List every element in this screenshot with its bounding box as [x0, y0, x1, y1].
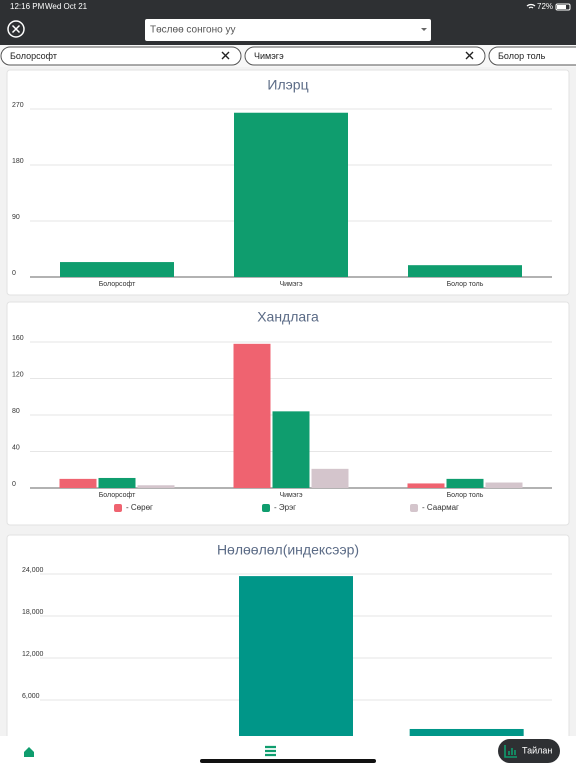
chip-remove[interactable] — [221, 51, 230, 60]
chart-title: Илэрц — [267, 77, 308, 93]
chip-label: Болор толь — [498, 51, 546, 61]
project-select[interactable]: Төслөө сонгоно уу — [145, 19, 431, 41]
chip-label: Болорсофт — [10, 51, 57, 61]
bar — [311, 468, 349, 488]
x-tick-label: Чимэгэ — [279, 281, 303, 288]
x-tick-label: Болорсофт — [99, 492, 136, 499]
y-tick-label: 18,000 — [22, 609, 44, 616]
battery-icon — [555, 3, 571, 11]
x-tick-label: Болор толь — [447, 492, 484, 499]
bar — [407, 483, 445, 488]
y-tick-label: 6,000 — [22, 693, 40, 700]
legend-label: - Саармаг — [422, 503, 459, 512]
home-icon[interactable] — [24, 747, 34, 757]
chip-bg — [244, 46, 486, 66]
bar — [234, 112, 348, 277]
y-tick-label: 180 — [12, 158, 24, 165]
report-button[interactable]: Тайлан — [498, 739, 560, 763]
bar — [233, 343, 271, 488]
chart-card: Нөлөөлөл(индексээр) 6,000 12,000 18,000 24,0… — [6, 534, 570, 768]
bar — [59, 478, 97, 488]
wifi-icon — [526, 3, 536, 9]
report-icon — [504, 745, 517, 758]
chart-title: Хандлага — [257, 309, 319, 325]
close-circle — [7, 20, 25, 38]
legend-swatch — [410, 504, 418, 512]
status-battery: 72% — [537, 2, 553, 11]
bar — [98, 477, 136, 488]
bar — [239, 576, 353, 742]
y-tick-label: 0 — [12, 270, 16, 277]
x-tick-label: Болорсофт — [99, 281, 136, 288]
bar — [446, 478, 484, 488]
y-tick-label: 270 — [12, 102, 24, 109]
y-tick-label: 0 — [12, 481, 16, 488]
legend-swatch — [262, 504, 270, 512]
chip-bg — [0, 46, 242, 66]
legend-swatch — [114, 504, 122, 512]
report-label: Тайлан — [522, 745, 552, 755]
y-tick-label: 160 — [12, 335, 24, 342]
select-arrow — [421, 28, 427, 31]
bottom-nav — [0, 736, 576, 768]
y-tick-label: 24,000 — [22, 567, 44, 574]
bar — [60, 262, 174, 277]
y-tick-label: 80 — [12, 408, 20, 415]
battery-level — [557, 5, 566, 9]
bar — [485, 482, 523, 488]
bar — [137, 485, 175, 488]
legend-label: - Сөрөг — [126, 503, 153, 512]
y-tick-label: 90 — [12, 214, 20, 221]
select-box — [145, 19, 431, 41]
status-time: 12:16 PM — [10, 2, 45, 11]
x-tick-label: Чимэгэ — [279, 492, 303, 499]
close-x — [11, 24, 21, 34]
x-tick-label: Болор толь — [447, 281, 484, 288]
home-indicator — [200, 759, 376, 763]
status-date: Wed Oct 21 — [45, 2, 88, 11]
y-tick-label: 40 — [12, 444, 20, 451]
chart-card: Илэрц 0 90 180 270 Болорсофт Чимэгэ Болор толь — [6, 69, 570, 296]
filter-chip[interactable]: Чимэгэ — [244, 46, 486, 66]
list-lines — [265, 745, 276, 757]
chip-remove[interactable] — [465, 51, 474, 60]
filter-chip[interactable]: Болорсофт — [0, 46, 242, 66]
chart-title: Нөлөөлөл(индексээр) — [217, 542, 359, 558]
list-icon[interactable] — [265, 745, 276, 757]
close-button[interactable] — [7, 20, 25, 38]
chip-label: Чимэгэ — [254, 51, 284, 61]
bar — [272, 411, 310, 488]
select-placeholder: Төслөө сонгоно уу — [150, 25, 235, 36]
y-tick-label: 120 — [12, 371, 24, 378]
chart-card: Хандлага 0 40 80 120 160 Болорсофт Чимэгэ Болор … — [6, 301, 570, 526]
bar — [408, 265, 522, 277]
legend-label: - Эрэг — [274, 503, 296, 512]
y-tick-label: 12,000 — [22, 651, 44, 658]
chip-bg — [488, 46, 576, 66]
filter-chip[interactable]: Болор толь — [488, 46, 576, 66]
